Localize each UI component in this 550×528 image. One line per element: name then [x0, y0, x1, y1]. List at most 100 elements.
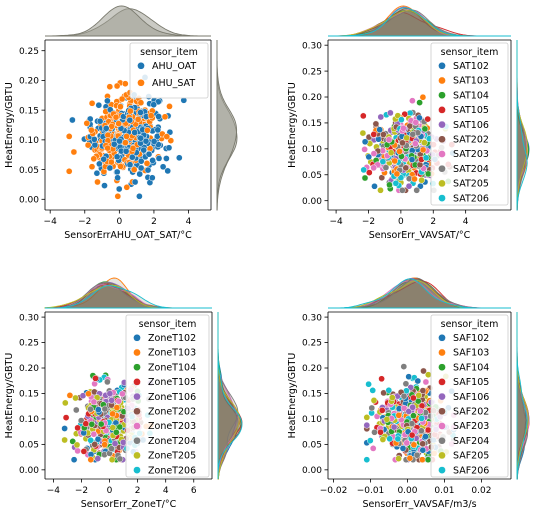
- x-tick-label: 6: [191, 486, 197, 496]
- data-point: [106, 390, 114, 397]
- legend-marker: [438, 348, 446, 357]
- scatter-points: [363, 363, 458, 464]
- legend-marker: [133, 333, 141, 342]
- x-axis-label: SensorErr_ZoneT/°C: [81, 499, 177, 510]
- x-tick-label: −2: [362, 217, 375, 227]
- data-point: [386, 435, 394, 443]
- y-tick-label: 0.10: [19, 415, 39, 425]
- data-point: [62, 414, 70, 421]
- top-marginal: [328, 5, 511, 37]
- data-point: [119, 390, 126, 398]
- legend-label: ZoneT104: [148, 362, 196, 373]
- data-point: [65, 167, 73, 175]
- data-point: [92, 375, 99, 382]
- legend-label: ZoneT204: [148, 436, 196, 447]
- legend-marker: [133, 422, 141, 430]
- legend-marker: [438, 76, 446, 85]
- legend-label: ZoneT205: [148, 451, 196, 462]
- x-tick-label: −2: [78, 217, 91, 227]
- y-tick-label: 0.10: [19, 136, 39, 146]
- legend-marker: [438, 106, 446, 114]
- data-point: [380, 131, 387, 138]
- data-point: [405, 373, 413, 381]
- data-point: [150, 101, 158, 109]
- x-tick-label: 4: [463, 217, 469, 227]
- legend-marker: [438, 436, 446, 445]
- data-point: [61, 425, 68, 432]
- data-point: [413, 451, 421, 459]
- x-axis-label: SensorErr_VAVSAT/°C: [369, 230, 471, 241]
- data-point: [365, 380, 372, 388]
- data-point: [385, 136, 393, 144]
- data-point: [73, 441, 81, 449]
- data-point: [108, 456, 116, 464]
- data-point: [90, 155, 98, 163]
- data-point: [370, 150, 378, 157]
- data-point: [97, 420, 105, 428]
- data-point: [409, 97, 416, 105]
- data-point: [82, 420, 90, 428]
- data-point: [88, 420, 96, 428]
- data-point: [166, 103, 173, 110]
- legend-label: SAT206: [453, 193, 489, 204]
- data-point: [77, 417, 85, 424]
- legend-marker: [133, 348, 141, 357]
- data-point: [377, 113, 385, 121]
- data-point: [371, 428, 378, 436]
- data-point: [163, 155, 170, 162]
- data-point: [419, 146, 427, 154]
- data-point: [387, 109, 394, 117]
- data-point: [377, 186, 384, 194]
- data-point: [161, 113, 169, 121]
- data-point: [108, 396, 116, 404]
- legend-marker: [137, 61, 145, 70]
- legend-label: SAT202: [453, 135, 489, 146]
- data-point: [391, 157, 399, 165]
- x-tick-label: 2: [135, 486, 141, 496]
- marginal-kde-x: [45, 285, 212, 309]
- legend: sensor_item SAT102 SAT103 SAT104 SAT105 SAT10…: [430, 42, 509, 206]
- legend-marker: [438, 150, 446, 158]
- data-point: [378, 375, 385, 383]
- y-tick-label: 0.10: [302, 145, 322, 155]
- data-point: [123, 183, 131, 191]
- data-point: [371, 182, 378, 190]
- legend-label: SAT105: [453, 105, 489, 116]
- data-point: [370, 397, 378, 404]
- x-tick-label: −2: [75, 486, 88, 496]
- y-tick-label: 0.00: [19, 196, 39, 206]
- data-point: [376, 126, 384, 134]
- data-point: [405, 182, 413, 190]
- x-tick-label: 0.02: [471, 486, 491, 496]
- data-point: [147, 112, 155, 119]
- data-point: [61, 436, 68, 444]
- legend-label: SAT203: [453, 149, 489, 160]
- data-point: [410, 394, 417, 402]
- data-point: [361, 146, 368, 153]
- data-point: [405, 408, 413, 415]
- data-point: [72, 406, 80, 414]
- data-point: [392, 179, 400, 187]
- data-point: [175, 154, 183, 162]
- data-point: [390, 423, 398, 431]
- data-point: [72, 394, 79, 402]
- data-point: [368, 404, 376, 412]
- data-point: [415, 392, 423, 399]
- data-point: [363, 421, 371, 429]
- data-point: [130, 166, 138, 174]
- data-point: [366, 437, 374, 444]
- data-point: [66, 392, 74, 399]
- data-point: [379, 158, 387, 165]
- legend-title: sensor_item: [139, 319, 197, 330]
- marginal-kde-y: [516, 312, 528, 480]
- data-point: [386, 181, 393, 189]
- chart-panel-3: −4 −2 0 2 4 6 0.00 0.05 0.10 0.15 0.20 0.25 0.30 Sens…: [4, 277, 243, 510]
- data-point: [90, 135, 98, 143]
- y-tick-label: 0.15: [302, 119, 322, 129]
- data-point: [418, 415, 425, 422]
- legend-label: SAT106: [453, 120, 489, 131]
- data-point: [108, 158, 115, 166]
- data-point: [106, 164, 114, 172]
- legend-label: SAF102: [453, 333, 489, 344]
- data-point: [398, 116, 405, 124]
